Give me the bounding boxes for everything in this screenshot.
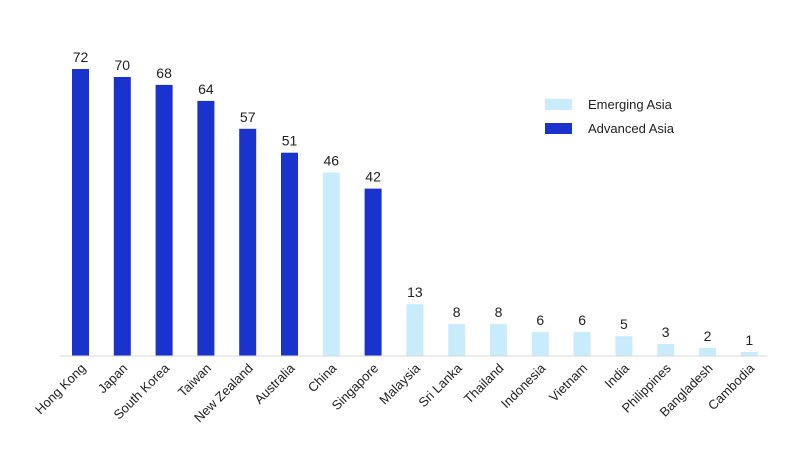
value-label-japan: 70: [115, 57, 131, 73]
bar-singapore: [364, 188, 382, 356]
value-label-indonesia: 6: [536, 312, 544, 328]
legend: Emerging Asia Advanced Asia: [545, 97, 675, 136]
value-label-china: 46: [324, 153, 340, 169]
legend-swatch-advanced-asia: [545, 123, 572, 134]
bar-australia: [281, 152, 298, 356]
bar-taiwan: [197, 100, 215, 357]
value-label-new-zealand: 57: [240, 109, 256, 125]
value-label-australia: 51: [282, 133, 298, 149]
x-tick-label-cambodia: Cambodia: [705, 360, 758, 413]
bar-india: [615, 336, 633, 356]
value-label-philippines: 3: [662, 324, 670, 340]
bar-malaysia: [406, 304, 424, 356]
bar-hong-kong: [72, 69, 89, 356]
x-tick-label-indonesia: Indonesia: [498, 360, 549, 411]
value-label-malaysia: 13: [407, 284, 423, 300]
value-label-thailand: 8: [495, 304, 503, 320]
value-label-bangladesh: 2: [704, 328, 712, 344]
value-label-india: 5: [620, 316, 628, 332]
legend-label-advanced-asia: Advanced Asia: [588, 121, 675, 136]
bar-sri-lanka: [448, 324, 466, 356]
x-tick-label-china: China: [305, 360, 340, 395]
bar-japan: [113, 77, 131, 356]
bar-china: [322, 172, 340, 356]
value-label-taiwan: 64: [198, 81, 214, 97]
bar-south-korea: [155, 84, 173, 357]
legend-swatch-emerging-asia: [545, 99, 572, 110]
x-tick-label-taiwan: Taiwan: [175, 361, 214, 400]
value-label-singapore: 42: [365, 169, 381, 185]
value-label-vietnam: 6: [578, 312, 586, 328]
legend-label-emerging-asia: Emerging Asia: [588, 97, 673, 112]
bar-bangladesh: [699, 348, 716, 356]
x-tick-label-vietnam: Vietnam: [546, 361, 590, 405]
bar-thailand: [490, 324, 507, 356]
x-tick-label-india: India: [601, 360, 632, 391]
value-label-cambodia: 1: [745, 332, 753, 348]
bar-cambodia: [740, 352, 758, 356]
value-labels-layer: 72 70 68 64 57 51 46 42 13 8 8 6 6 5 3 2 1: [73, 49, 754, 348]
value-label-south-korea: 68: [156, 65, 172, 81]
bar-philippines: [657, 344, 675, 356]
value-label-hong-kong: 72: [73, 49, 89, 65]
bar-indonesia: [531, 332, 549, 356]
x-tick-label-hong-kong: Hong Kong: [32, 361, 89, 418]
x-tick-label-japan: Japan: [95, 361, 131, 397]
x-tick-label-australia: Australia: [251, 360, 298, 407]
bars-layer: [72, 69, 758, 357]
x-tick-label-sri-lanka: Sri Lanka: [415, 360, 465, 410]
value-label-sri-lanka: 8: [453, 304, 461, 320]
bar-vietnam: [573, 332, 591, 356]
bar-new-zealand: [239, 128, 257, 356]
